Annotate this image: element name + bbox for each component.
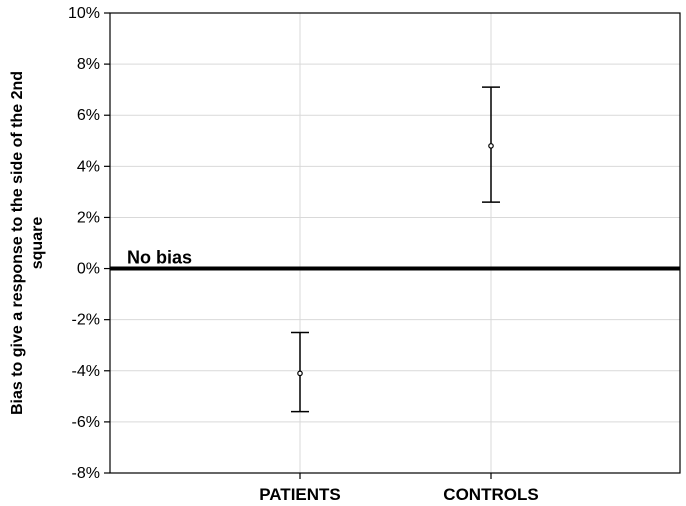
y-tick-label: -2% [72, 312, 100, 329]
y-tick-label: 4% [77, 158, 100, 175]
data-point-group [291, 331, 309, 413]
y-axis-title-line: square [29, 217, 46, 270]
y-tick-label: -8% [72, 465, 100, 482]
y-tick-label: 0% [77, 261, 100, 278]
x-category-label: CONTROLS [443, 485, 538, 504]
y-axis-title-line: Bias to give a response to the side of t… [9, 71, 26, 415]
x-axis-categories: PATIENTS CONTROLS [259, 473, 539, 504]
plot-frame [109, 12, 681, 474]
mean-point-marker [297, 370, 303, 377]
y-tick-label: 10% [68, 5, 100, 22]
no-bias-label: No bias [127, 248, 192, 268]
data-point-group [482, 86, 500, 203]
y-axis-title: Bias to give a response to the side of t… [9, 71, 46, 415]
y-tick-label: -6% [72, 414, 100, 431]
mean-point-marker [488, 143, 494, 149]
data-points [291, 86, 500, 413]
y-tick-label: 8% [77, 56, 100, 73]
x-category-label: PATIENTS [259, 485, 341, 504]
y-tick-label: 2% [77, 209, 100, 226]
y-tick-label: 6% [77, 107, 100, 124]
y-axis-ticks: 10% 8% 6% 4% 2% 0% -2% -4% -6% -8% [68, 5, 110, 482]
y-tick-label: -4% [72, 363, 100, 380]
